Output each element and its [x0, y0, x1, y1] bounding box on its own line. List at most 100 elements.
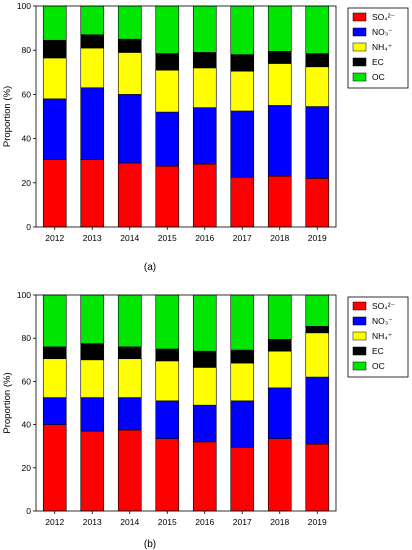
bar-segment	[80, 359, 105, 398]
legend-label: OC	[372, 361, 385, 371]
legend-swatch	[352, 12, 367, 22]
bar-segment	[42, 294, 67, 348]
bar-segment	[267, 105, 292, 177]
bar-segment	[267, 5, 292, 52]
bar-segment	[192, 5, 217, 53]
bar-segment	[155, 348, 180, 362]
legend-label: OC	[372, 72, 385, 82]
y-tick-label: 0	[26, 506, 31, 516]
x-tick-label: 2019	[308, 517, 327, 527]
bar-segment	[230, 446, 255, 512]
bar-segment	[192, 163, 217, 228]
x-tick-label: 2013	[83, 517, 102, 527]
bar-segment	[305, 443, 330, 512]
bar-segment	[80, 430, 105, 512]
bar-segment	[42, 39, 67, 59]
legend-label: NO₃⁻	[372, 316, 393, 326]
panel-a-caption: (a)	[144, 262, 156, 273]
bar-segment	[192, 52, 217, 69]
plot-frame	[35, 5, 337, 228]
bar-segment	[80, 87, 105, 160]
bar-segment	[267, 387, 292, 439]
bar-segment	[192, 294, 217, 352]
x-tick-label: 2012	[45, 233, 64, 243]
y-tick-label: 100	[17, 1, 31, 11]
bar-segment	[155, 438, 180, 512]
x-tick-label: 2012	[45, 517, 64, 527]
panel-b-chart: 2012 2013 2014 2015 2016 2017 2018 2019 0 20 40 60 8…	[2, 290, 409, 527]
bar-segment	[117, 294, 142, 348]
bar-segment	[305, 326, 330, 334]
legend-label: NH₄⁺	[372, 42, 393, 52]
x-tick-label: 2015	[158, 233, 177, 243]
bar-segment	[155, 360, 180, 402]
legend-label: EC	[372, 346, 384, 356]
bar-segment	[155, 53, 180, 71]
x-tick-label: 2013	[83, 233, 102, 243]
bar-segment	[230, 70, 255, 112]
bar-segment	[80, 343, 105, 361]
x-tick-label: 2019	[308, 233, 327, 243]
legend-label: NH₄⁺	[372, 331, 393, 341]
bar-segment	[155, 294, 180, 350]
bar-segment	[267, 63, 292, 106]
bar-segment	[155, 400, 180, 439]
bar-segment	[230, 294, 255, 351]
x-tick-label: 2014	[120, 233, 139, 243]
bar-segment	[117, 5, 142, 40]
y-tick-label: 60	[22, 89, 32, 99]
bar-segment	[230, 349, 255, 364]
bar-segment	[267, 175, 292, 228]
bar-segment	[117, 162, 142, 228]
bar-segment	[192, 404, 217, 443]
bar-segment	[192, 67, 217, 108]
bar-segment	[192, 107, 217, 165]
bar-segment	[42, 98, 67, 160]
panel-b-caption: (b)	[144, 539, 156, 550]
bar-segment	[117, 397, 142, 431]
y-tick-label: 0	[26, 222, 31, 232]
bar-segment	[117, 346, 142, 360]
legend-swatch	[352, 57, 367, 67]
bar-segment	[42, 346, 67, 360]
bar-segment	[42, 358, 67, 398]
bar-segment	[305, 106, 330, 179]
y-tick-label: 80	[22, 45, 32, 55]
bar-segment	[305, 5, 330, 54]
x-tick-label: 2017	[233, 517, 252, 527]
legend-swatch	[352, 72, 367, 82]
bar-segment	[42, 424, 67, 512]
bar-segment	[230, 5, 255, 55]
legend-swatch	[352, 346, 367, 356]
bar-segment	[155, 69, 180, 113]
panel-a-chart: 2012 2013 2014 2015 2016 2017 2018 2019 0 20 40 60 8…	[2, 1, 409, 243]
bar-segment	[192, 441, 217, 512]
bar-segment	[192, 367, 217, 406]
bar-segment	[117, 38, 142, 53]
y-tick-label: 60	[22, 376, 32, 386]
bar-segment	[155, 165, 180, 228]
legend-swatch	[352, 42, 367, 52]
legend-swatch	[352, 27, 367, 37]
bar-segment	[230, 176, 255, 228]
bar-segment	[117, 94, 142, 164]
bar-segment	[42, 57, 67, 100]
bar-segment	[192, 350, 217, 368]
bar-segment	[80, 294, 105, 344]
legend-label: EC	[372, 57, 384, 67]
x-tick-label: 2016	[195, 233, 214, 243]
bar-segment	[267, 438, 292, 512]
x-tick-label: 2017	[233, 233, 252, 243]
bar-segment	[80, 34, 105, 49]
bar-segment	[305, 294, 330, 327]
plot-frame	[35, 294, 337, 512]
bar-segment	[305, 66, 330, 107]
y-tick-label: 40	[22, 134, 32, 144]
bar-segment	[117, 358, 142, 398]
x-tick-label: 2018	[270, 233, 289, 243]
legend-swatch	[352, 331, 367, 341]
legend-label: SO₄²⁻	[372, 301, 396, 311]
x-tick-label: 2015	[158, 517, 177, 527]
bar-segment	[267, 294, 292, 340]
